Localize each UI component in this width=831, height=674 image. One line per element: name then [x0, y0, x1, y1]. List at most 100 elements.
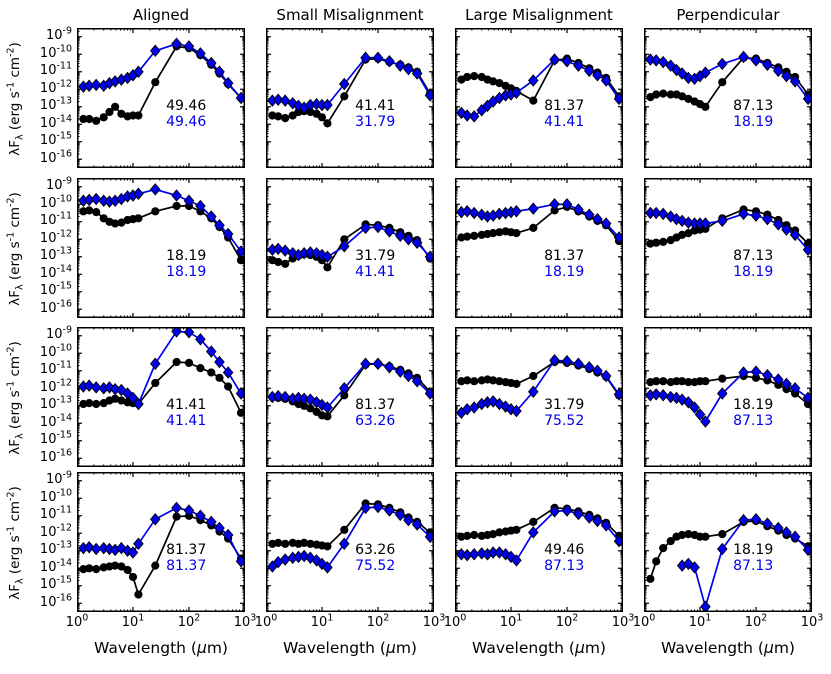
diamond-marker [461, 109, 473, 122]
diamond-marker [583, 511, 595, 524]
circle-marker [803, 239, 812, 248]
circle-marker [463, 232, 472, 241]
plot-frame [644, 472, 812, 612]
plot-frame [455, 178, 623, 318]
diamond-marker [403, 62, 414, 76]
diamond-marker [671, 212, 682, 226]
circle-marker [659, 89, 668, 98]
circle-marker [300, 538, 309, 547]
panel-small-misalignment-row1: 41.41 31.79 [266, 28, 434, 168]
diamond-marker [222, 76, 234, 90]
panel-perpendicular-row4: 18.19 87.13 [644, 472, 812, 612]
plot-frame [266, 28, 434, 168]
flux-annotations: 81.37 81.37 [137, 543, 234, 574]
sed-plot [266, 327, 434, 467]
diamond-marker [372, 51, 384, 64]
black-series-value: 18.19 [166, 248, 207, 265]
diamond-marker [222, 528, 234, 542]
diamond-marker [592, 514, 603, 528]
circle-marker [463, 72, 472, 82]
circle-marker [718, 78, 727, 87]
circle-marker [718, 530, 727, 539]
y-tick-label: 10-9 [45, 469, 72, 488]
diamond-marker [360, 357, 371, 370]
diamond-marker [676, 393, 688, 406]
diamond-marker [83, 379, 95, 392]
blue-series-value: 75.52 [544, 413, 585, 430]
diamond-marker [411, 518, 423, 531]
circle-marker [470, 530, 479, 540]
diamond-marker [750, 513, 762, 526]
y-tick-label: 10-14 [39, 412, 72, 430]
diamond-marker [592, 69, 603, 82]
sed-plot [455, 327, 623, 467]
diamond-marker [104, 381, 115, 394]
panel-perpendicular-row3: 18.19 87.13 [644, 327, 812, 467]
diamond-marker [762, 212, 773, 226]
diamond-marker [762, 517, 773, 530]
x-tick-label: 103 [422, 612, 446, 630]
y-tick-label: 10-12 [39, 377, 72, 395]
circle-marker [117, 218, 126, 227]
diamond-marker [671, 391, 682, 405]
circle-marker [489, 229, 498, 238]
diamond-marker [298, 392, 310, 405]
circle-marker [666, 90, 675, 99]
blue-series-value: 87.13 [733, 558, 774, 575]
diamond-marker [403, 369, 414, 383]
circle-marker [659, 377, 668, 386]
y-tick-label: 10-12 [39, 522, 72, 540]
blue-series-value: 18.19 [733, 114, 774, 131]
diamond-marker [195, 509, 206, 522]
blue-series-value: 31.79 [355, 114, 396, 131]
diamond-marker [511, 86, 522, 99]
sed-plot [644, 178, 812, 318]
sed-plot [77, 472, 245, 612]
diamond-marker [772, 521, 784, 535]
panel-aligned-row3: 41.41 41.41 [77, 327, 245, 467]
diamond-marker [494, 546, 505, 559]
plot-frame [455, 472, 623, 612]
circle-marker [495, 377, 504, 386]
diamond-marker [149, 513, 161, 526]
black-series-value: 87.13 [733, 98, 774, 115]
diamond-marker [650, 388, 662, 401]
x-axis-label: Wavelength (μm) [472, 639, 606, 657]
x-tick-label: 101 [499, 612, 523, 630]
diamond-marker [789, 530, 801, 543]
diamond-marker [411, 375, 423, 388]
flux-annotations: 87.13 18.19 [704, 249, 801, 280]
diamond-marker [116, 541, 127, 555]
circle-marker [215, 373, 224, 382]
diamond-marker [716, 57, 728, 71]
flux-annotations: 49.46 87.13 [515, 543, 612, 574]
circle-marker [128, 572, 138, 582]
diamond-marker [762, 368, 773, 382]
diamond-marker [293, 99, 304, 113]
diamond-marker [360, 51, 371, 64]
x-tick-label: 100 [443, 612, 467, 630]
circle-marker [111, 394, 120, 403]
y-tick-label: 10-16 [39, 148, 72, 166]
flux-annotations: 63.26 75.52 [326, 543, 423, 574]
diamond-marker [561, 354, 573, 368]
x-tick-label: 101 [310, 612, 334, 630]
diamond-marker [322, 250, 333, 263]
diamond-marker [183, 40, 195, 53]
diamond-marker [394, 59, 406, 72]
circle-marker [684, 530, 693, 539]
black-series-value: 49.46 [544, 542, 585, 559]
diamond-marker [214, 219, 225, 232]
circle-marker [684, 94, 693, 103]
circle-marker [224, 382, 233, 391]
diamond-marker [716, 542, 728, 556]
flux-annotations: 31.79 41.41 [326, 249, 423, 280]
blue-series-value: 87.13 [733, 413, 774, 430]
blue-series-value: 75.52 [355, 558, 396, 575]
diamond-marker [511, 554, 522, 567]
diamond-marker [781, 69, 792, 83]
diamond-marker [676, 67, 688, 80]
x-tick-label: 102 [177, 612, 201, 630]
flux-annotations: 31.79 75.52 [515, 398, 612, 429]
